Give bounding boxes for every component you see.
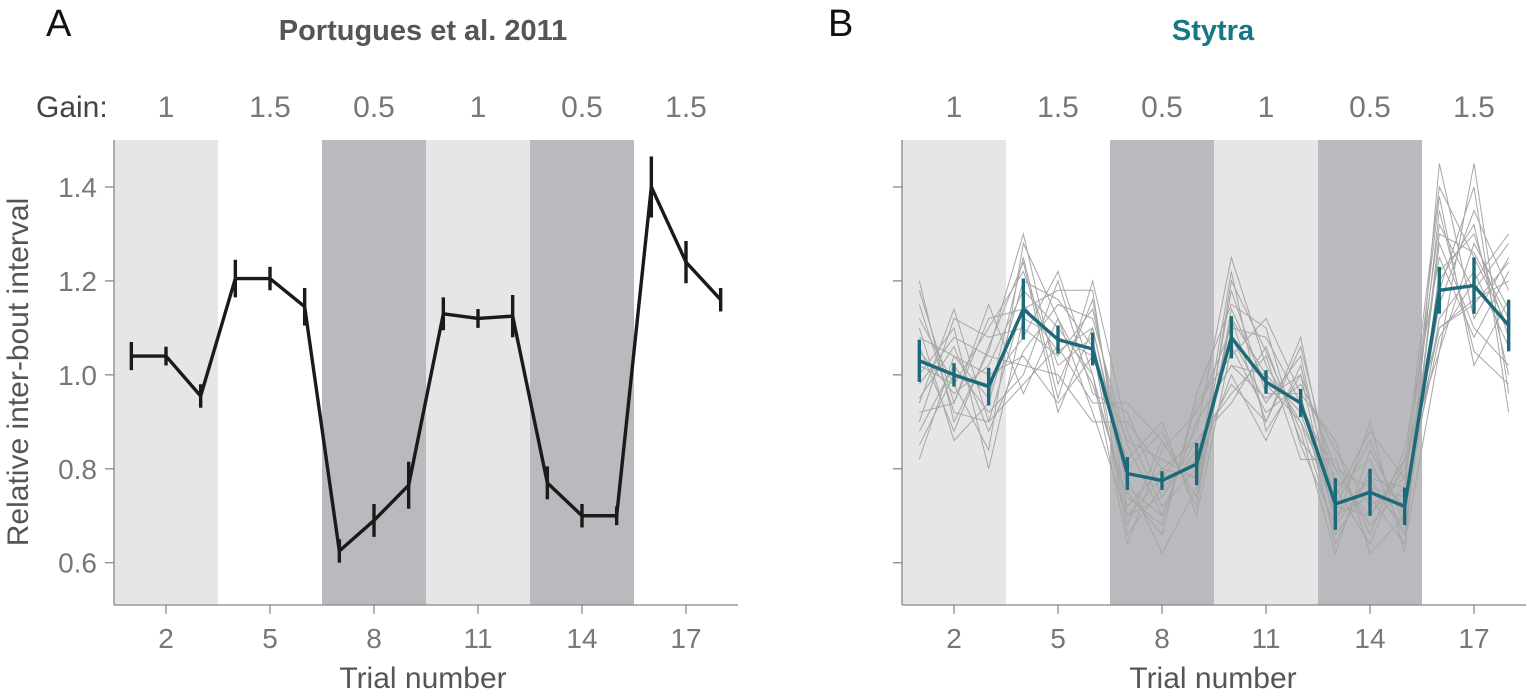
x-tick-label: 17 xyxy=(670,623,701,654)
gain-value-label: 1 xyxy=(1258,91,1275,124)
gain-block-1 xyxy=(114,140,218,605)
gain-block-2 xyxy=(218,140,322,605)
x-tick-label: 14 xyxy=(1354,623,1385,654)
x-tick-label: 11 xyxy=(1251,623,1280,654)
gain-value-label: 1 xyxy=(470,91,487,124)
individual-trace-11 xyxy=(918,255,1510,536)
mean-series-line xyxy=(131,185,722,553)
gain-value-label: 1.5 xyxy=(1453,91,1495,124)
gain-block-4 xyxy=(426,140,530,605)
gain-block-3 xyxy=(1110,140,1214,605)
individual-trace-14 xyxy=(919,241,1510,555)
x-tick-label: 2 xyxy=(158,623,174,654)
panel-b-title: Stytra xyxy=(1172,15,1255,47)
x-tick-label: 2 xyxy=(946,623,962,654)
gain-value-label: 0.5 xyxy=(561,91,603,124)
y-tick-label: 1.4 xyxy=(58,172,97,203)
x-tick-label: 8 xyxy=(1154,623,1170,654)
individual-trace-6 xyxy=(918,186,1510,518)
y-tick-label: 0.8 xyxy=(58,454,97,485)
x-tick-label: 5 xyxy=(262,623,278,654)
panel-b-xlabel: Trial number xyxy=(1129,662,1296,695)
panel-b-plot: 1 1.5 0.5 1 0.5 1.5 2 5 8 11 14 17 xyxy=(893,91,1526,654)
x-tick-label: 8 xyxy=(366,623,382,654)
gain-value-label: 1 xyxy=(946,91,963,124)
panel-a-letter: A xyxy=(46,3,72,45)
mean-series-line xyxy=(918,283,1510,509)
x-tick-label: 17 xyxy=(1458,623,1489,654)
gain-value-label: 0.5 xyxy=(353,91,395,124)
x-tick-label: 14 xyxy=(566,623,597,654)
individual-trace-9 xyxy=(918,185,1510,546)
individual-trace-16 xyxy=(918,223,1510,537)
y-tick-label: 1.2 xyxy=(58,266,97,297)
data-layer xyxy=(917,163,1511,556)
individual-trace-5 xyxy=(918,163,1510,554)
panel-a-xlabel: Trial number xyxy=(339,662,506,695)
gain-value-label: 1.5 xyxy=(665,91,707,124)
gain-value-label: 0.5 xyxy=(1349,91,1391,124)
plot-layer: 1 1.5 0.5 1 0.5 1.50.60.81.01.21.42 5 8 11 14 171 1… xyxy=(58,91,1526,654)
gain-value-label: 0.5 xyxy=(1141,91,1183,124)
panel-a-title: Portugues et al. 2011 xyxy=(279,15,568,47)
panel-a-ylabel: Relative inter-bout interval xyxy=(2,198,35,547)
y-tick-label: 1.0 xyxy=(58,360,97,391)
x-tick-label: 5 xyxy=(1050,623,1066,654)
gain-block-5 xyxy=(530,140,634,605)
gain-value-label: 1 xyxy=(158,91,175,124)
panel-a-plot: 1 1.5 0.5 1 0.5 1.5 0.6 0.8 1.0 1.2 1.4 2 5 8 11 14 17 xyxy=(58,91,738,654)
y-tick-label: 0.6 xyxy=(58,548,97,579)
gain-value-label: 1.5 xyxy=(1037,91,1079,124)
data-layer xyxy=(129,156,723,563)
gain-block-2 xyxy=(1006,140,1110,605)
gain-value-label: 1.5 xyxy=(249,91,291,124)
panel-a-gain-label: Gain: xyxy=(36,91,108,124)
gain-block-6 xyxy=(1422,140,1526,605)
individual-trace-17 xyxy=(918,261,1510,517)
x-tick-label: 11 xyxy=(463,623,492,654)
panel-b-letter: B xyxy=(828,3,853,45)
